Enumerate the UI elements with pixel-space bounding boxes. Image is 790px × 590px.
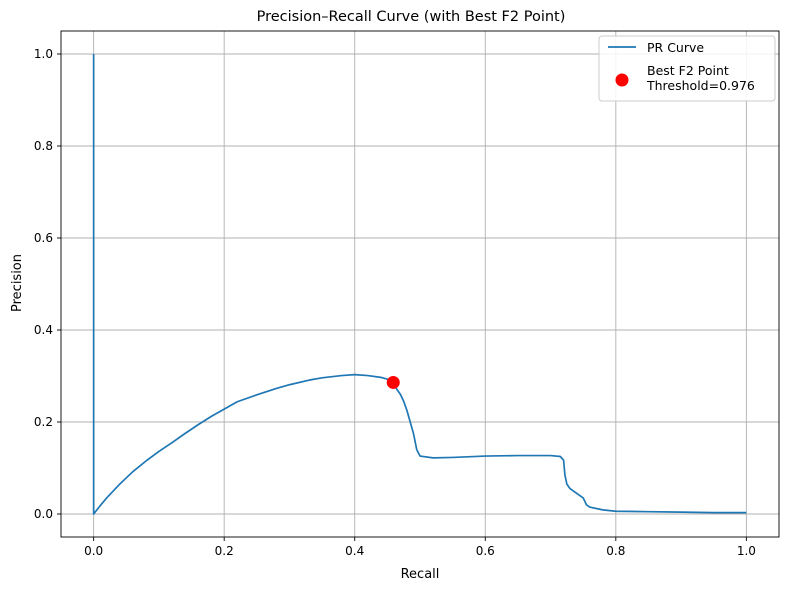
y-tick-label: 0.0 xyxy=(34,507,53,521)
legend-marker-best-f2 xyxy=(615,73,629,87)
x-tick-label: 0.8 xyxy=(606,544,625,558)
axes xyxy=(60,30,780,538)
y-tick-label: 0.6 xyxy=(34,231,53,245)
chart-title: Precision–Recall Curve (with Best F2 Poi… xyxy=(257,9,566,25)
y-tick-label: 0.2 xyxy=(34,415,53,429)
x-tick-label: 0.0 xyxy=(84,544,103,558)
legend-label-pr-curve: PR Curve xyxy=(647,40,704,55)
x-axis-label: Recall xyxy=(401,567,440,582)
x-tick-label: 0.4 xyxy=(345,544,364,558)
x-tick-label: 0.2 xyxy=(215,544,234,558)
plot-frame xyxy=(60,30,780,538)
ticks: 0.0 0.2 0.4 0.6 0.8 1.0 0.0 0.2 0.4 0.6 0.8 1.0 xyxy=(34,47,756,558)
y-tick-label: 1.0 xyxy=(34,47,53,61)
legend: PR Curve Best F2 Point Threshold=0.976 xyxy=(598,35,776,102)
legend-box xyxy=(598,35,776,102)
legend-label-threshold: Threshold=0.976 xyxy=(646,78,755,93)
pr-curve-line xyxy=(92,54,747,515)
best-f2-point xyxy=(386,375,400,389)
y-tick-label: 0.4 xyxy=(34,323,53,337)
x-tick-label: 1.0 xyxy=(737,544,756,558)
y-tick-label: 0.8 xyxy=(34,139,53,153)
x-tick-label: 0.6 xyxy=(476,544,495,558)
grid xyxy=(61,31,779,537)
series-layer xyxy=(92,54,747,515)
legend-label-best-f2: Best F2 Point xyxy=(647,63,729,78)
y-axis-label: Precision xyxy=(10,254,25,312)
